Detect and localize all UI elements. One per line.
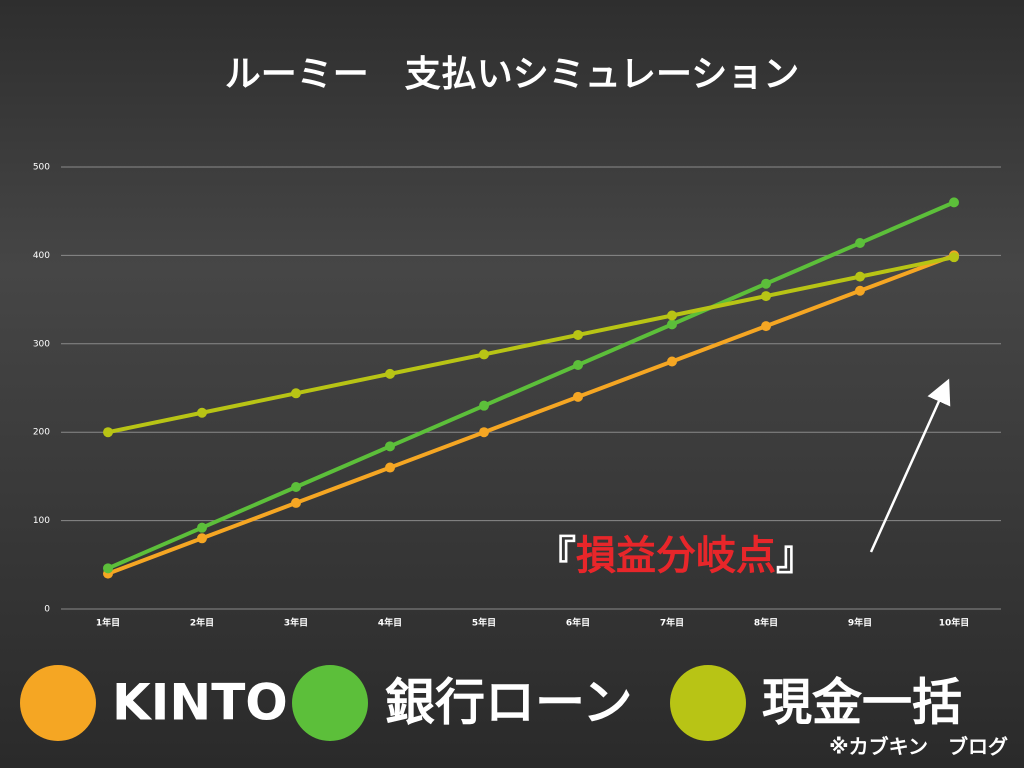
data-point: [761, 321, 771, 332]
y-tick-label: 0: [44, 605, 50, 615]
legend-swatch: [670, 665, 746, 741]
x-tick-label: 8年目: [754, 617, 778, 629]
data-point: [479, 349, 489, 360]
credit: ※カブキン ブログ: [829, 735, 1008, 759]
legend-label: 銀行ローン: [385, 674, 633, 732]
y-tick-label: 300: [33, 339, 50, 349]
x-tick-label: 6年目: [566, 617, 590, 629]
data-point: [949, 197, 959, 208]
data-point: [573, 329, 583, 340]
data-point: [573, 391, 583, 402]
x-tick-label: 4年目: [378, 617, 402, 629]
data-point: [291, 388, 301, 399]
data-point: [667, 319, 677, 330]
x-tick-label: 10年目: [939, 617, 970, 629]
data-point: [855, 271, 865, 282]
data-point: [479, 427, 489, 438]
x-tick-label: 3年目: [284, 617, 308, 629]
annotation-arrow: [869, 378, 951, 553]
legend-swatch: [20, 665, 96, 741]
series-line: [107, 200, 955, 571]
series-line: [107, 253, 955, 576]
x-tick-label: 2年目: [190, 617, 214, 629]
data-point: [385, 368, 395, 379]
y-tick-label: 100: [33, 516, 50, 526]
data-point: [573, 360, 583, 371]
data-point: [197, 522, 207, 533]
legend-swatch: [292, 665, 368, 741]
data-point: [385, 441, 395, 452]
legend-label: KINTO: [112, 674, 288, 732]
y-tick-label: 500: [33, 163, 50, 173]
data-point: [103, 563, 113, 574]
x-tick-label: 9年目: [848, 617, 872, 629]
data-point: [855, 238, 865, 249]
data-point: [385, 462, 395, 473]
legend-label: 現金一括: [762, 674, 962, 732]
data-point: [291, 497, 301, 508]
x-tick-label: 7年目: [660, 617, 684, 629]
x-tick-label: 5年目: [472, 617, 496, 629]
data-point: [479, 400, 489, 411]
x-tick-label: 1年目: [96, 617, 120, 629]
annotation-close: 』: [776, 533, 816, 579]
annotation-open: 『: [536, 533, 576, 579]
data-point: [761, 291, 771, 302]
series-line: [107, 255, 955, 435]
y-tick-label: 400: [33, 251, 50, 261]
data-point: [855, 285, 865, 296]
data-point: [667, 310, 677, 321]
annotation-text: 損益分岐点: [576, 533, 776, 579]
data-point: [197, 407, 207, 418]
y-tick-label: 200: [33, 428, 50, 438]
annotation: 『損益分岐点』: [536, 533, 816, 579]
data-point: [197, 533, 207, 544]
data-point: [291, 482, 301, 493]
data-point: [103, 427, 113, 438]
chart-title: ルーミー 支払いシミュレーション: [225, 54, 800, 95]
data-point: [761, 278, 771, 289]
data-point: [949, 252, 959, 263]
data-point: [667, 356, 677, 367]
